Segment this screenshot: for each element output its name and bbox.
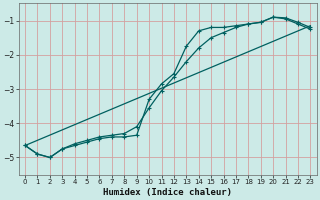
X-axis label: Humidex (Indice chaleur): Humidex (Indice chaleur) — [103, 188, 232, 197]
